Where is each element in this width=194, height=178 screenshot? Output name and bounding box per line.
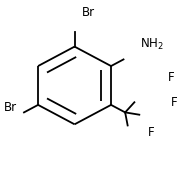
Text: NH$_2$: NH$_2$	[140, 36, 164, 51]
Text: Br: Br	[4, 101, 17, 114]
Text: F: F	[148, 126, 155, 139]
Text: F: F	[171, 96, 178, 109]
Text: F: F	[167, 71, 174, 84]
Text: Br: Br	[82, 6, 95, 19]
